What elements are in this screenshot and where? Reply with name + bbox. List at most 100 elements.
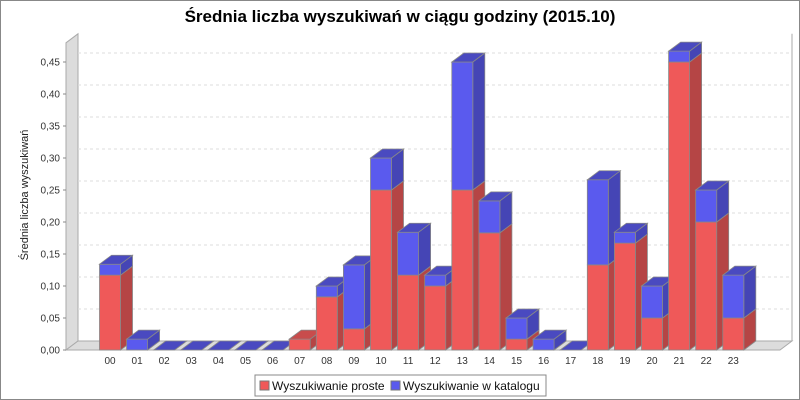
x-tick-label: 16 <box>538 356 550 367</box>
bar-proste <box>586 264 609 351</box>
bar-top <box>179 340 216 351</box>
bar-top <box>531 329 568 340</box>
legend-swatch-katalog <box>390 380 401 391</box>
y-tick-label: 0,20 <box>41 218 61 229</box>
y-tick-label: 0,05 <box>41 314 61 325</box>
bar-katalog <box>695 189 718 223</box>
bar-proste <box>315 296 338 351</box>
bar-top <box>206 340 243 351</box>
y-tick-label: 0,45 <box>41 58 61 69</box>
y-tick-label: 0,15 <box>41 250 61 261</box>
bar-katalog <box>668 50 690 63</box>
x-tick-label: 23 <box>728 356 740 367</box>
bar-top <box>369 148 405 159</box>
bar-katalog <box>126 338 148 351</box>
bar-proste <box>614 242 636 351</box>
bar-katalog <box>614 231 636 244</box>
bar-katalog <box>505 317 528 340</box>
bar-top <box>125 329 161 340</box>
bar-proste <box>641 317 663 351</box>
bar-top <box>667 41 703 52</box>
x-tick-label: 08 <box>321 356 333 367</box>
chart-title: Średnia liczba wyszukiwań w ciągu godzin… <box>185 7 616 26</box>
bar-group-00 <box>98 254 134 351</box>
x-tick-label: 09 <box>348 356 360 367</box>
x-tick-label: 07 <box>294 356 306 367</box>
y-tick-label: 0,10 <box>41 282 61 293</box>
bar-proste <box>695 221 718 351</box>
bar-katalog <box>641 285 663 319</box>
bar-group-01 <box>125 329 161 351</box>
bar-top <box>613 222 649 233</box>
x-tick-label: 04 <box>213 356 225 367</box>
x-tick-label: 10 <box>375 356 387 367</box>
bar-katalog <box>342 264 365 330</box>
x-tick-label: 14 <box>484 356 496 367</box>
legend: Wyszukiwanie proste Wyszukiwanie w katal… <box>254 374 547 397</box>
bar-katalog <box>315 285 338 298</box>
bar-proste <box>397 274 420 351</box>
bar-katalog <box>424 274 447 287</box>
x-tick-label: 20 <box>646 356 658 367</box>
x-tick-label: 18 <box>592 356 604 367</box>
bar-group-03 <box>179 340 216 351</box>
legend-label-proste: Wyszukiwanie proste <box>272 379 385 393</box>
bar-katalog <box>586 179 609 266</box>
bar-proste <box>668 61 690 351</box>
bar-top <box>721 265 757 276</box>
bar-group-02 <box>152 340 188 351</box>
bar-katalog <box>478 200 501 234</box>
bar-katalog <box>370 157 392 191</box>
x-tick-label: 11 <box>403 356 414 367</box>
x-tick-label: 13 <box>457 356 469 367</box>
x-tick-label: 19 <box>619 356 631 367</box>
bar-group-16 <box>531 329 568 351</box>
bar-top <box>233 340 270 351</box>
bar-katalog <box>722 274 745 319</box>
bar-proste <box>370 189 392 351</box>
bar-katalog <box>451 61 474 191</box>
bar-katalog-side <box>472 52 486 191</box>
x-tick-label: 21 <box>674 356 686 367</box>
y-axis-label: Średnia liczba wyszukiwań <box>18 130 31 261</box>
x-tick-label: 02 <box>159 356 171 367</box>
bar-proste <box>478 232 501 351</box>
bar-top <box>586 170 622 181</box>
x-tick-label: 12 <box>430 356 442 367</box>
bar-top <box>477 191 514 202</box>
x-tick-label: 06 <box>267 356 279 367</box>
bar-proste <box>505 338 528 351</box>
bar-top <box>98 254 134 265</box>
y-tick-label: 0,30 <box>41 154 61 165</box>
y-tick-label: 0,35 <box>41 122 61 133</box>
bar-group-11 <box>396 222 432 351</box>
bar-proste <box>722 317 745 351</box>
bar-group-05 <box>233 340 270 351</box>
bar-katalog <box>99 263 121 276</box>
legend-label-katalog: Wyszukiwanie w katalogu <box>403 379 540 393</box>
bar-top <box>396 222 432 233</box>
x-tick-label: 15 <box>511 356 523 367</box>
bar-top <box>504 308 541 319</box>
x-tick-label: 00 <box>104 356 116 367</box>
y-tick-label: 0,40 <box>41 90 61 101</box>
x-tick-label: 17 <box>565 356 577 367</box>
left-wall <box>65 32 79 351</box>
x-tick-label: 03 <box>186 356 198 367</box>
bar-top <box>450 52 486 63</box>
bar-proste <box>99 274 121 351</box>
x-tick-label: 05 <box>240 356 252 367</box>
bar-top <box>694 180 730 191</box>
x-tick-label: 22 <box>701 356 713 367</box>
bar-katalog <box>397 231 420 276</box>
bar-proste <box>288 338 311 351</box>
bar-proste <box>451 189 474 351</box>
bar-katalog <box>532 338 555 351</box>
bar-proste <box>424 285 447 351</box>
bar-proste <box>342 328 365 351</box>
legend-swatch-proste <box>259 380 270 391</box>
bar-group-04 <box>206 340 243 351</box>
y-tick-label: 0,00 <box>41 346 61 357</box>
x-tick-label: 01 <box>132 356 144 367</box>
